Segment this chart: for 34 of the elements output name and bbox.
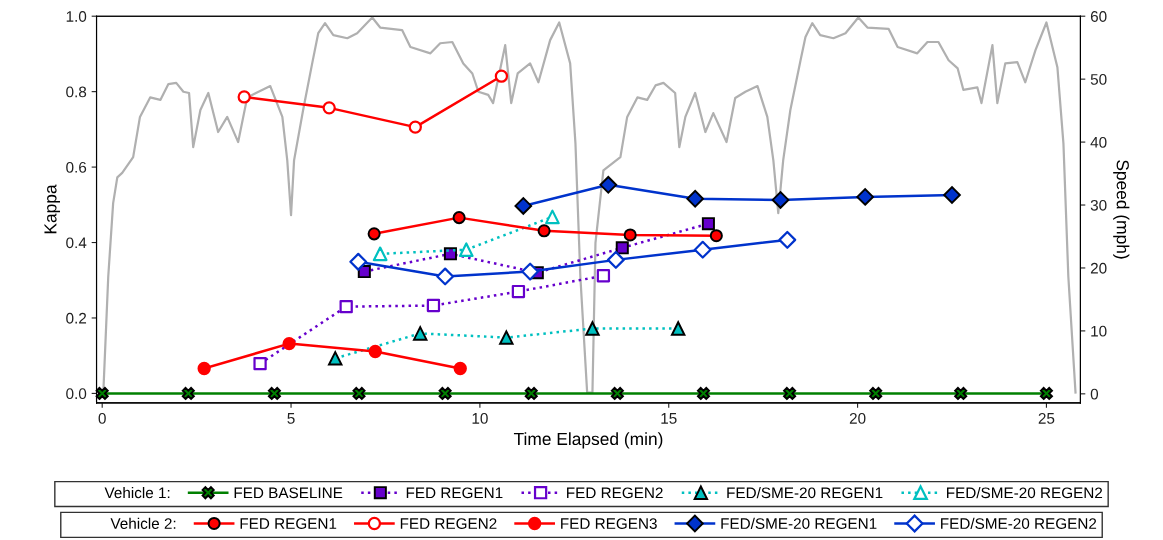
y-tick-label: 1.0 [66,11,87,22]
y2-tick-label: 60 [1090,11,1107,22]
y2-tick-label: 10 [1091,325,1107,337]
y2-tick-label: 40 [1090,136,1107,148]
legend-label: FED REGEN1 [406,487,503,499]
y2-axis-title: Speed (mph) [1113,160,1130,259]
legend-label: FED/SME-20 REGEN1 [721,517,877,529]
x-tick-label: 0 [98,412,106,424]
y-tick-label: 0.2 [66,312,87,324]
y2-tick-label: 30 [1090,199,1107,211]
y-tick-label: 0.0 [66,388,87,400]
legend-label: FED/SME-20 REGEN2 [941,517,1097,529]
x-axis-title: Time Elapsed (min) [513,432,663,449]
y-tick-label: 0.6 [66,161,87,173]
x-tick-label: 10 [472,412,488,424]
y-tick-label: 0.4 [66,237,87,249]
legend-label: FED BASELINE [234,487,343,499]
x-tick-label: 20 [849,412,866,424]
legend-label: FED REGEN2 [567,487,663,499]
y-tick-label: 0.8 [66,86,87,98]
y2-tick-label: 50 [1090,74,1107,85]
text: Vehicle 2: [110,517,176,529]
y-axis-title: Kappa [44,184,61,234]
legend-label: FED/SME-20 REGEN1 [727,486,883,499]
legend-label: FED REGEN2 [400,518,497,529]
x-tick-label: 25 [1038,412,1055,424]
legend-label: FED/SME-20 REGEN2 [947,486,1103,499]
x-tick-label: 5 [287,413,295,424]
y2-tick-label: 0 [1090,388,1099,400]
y2-tick-label: 20 [1090,262,1107,274]
legend-label: FED REGEN3 [561,518,657,529]
legend-label: FED REGEN1 [240,518,337,529]
x-tick-label: 15 [661,413,677,424]
text: Vehicle 1: [104,486,170,499]
